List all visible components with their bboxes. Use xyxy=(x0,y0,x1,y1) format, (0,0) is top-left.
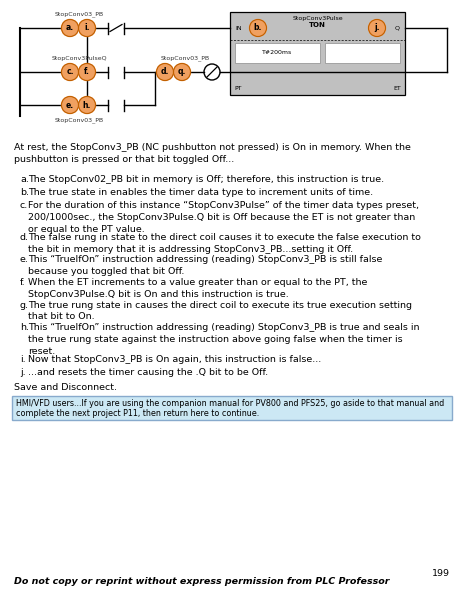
Text: StopConv03_PB: StopConv03_PB xyxy=(54,117,103,122)
Text: At rest, the StopConv3_PB (NC pushbutton not pressed) is On in memory. When the
: At rest, the StopConv3_PB (NC pushbutton… xyxy=(14,143,410,164)
Circle shape xyxy=(62,19,78,37)
Circle shape xyxy=(368,19,385,37)
Bar xyxy=(234,43,319,63)
Text: c.: c. xyxy=(20,201,28,210)
Circle shape xyxy=(249,19,266,37)
Text: StopConv03_PB: StopConv03_PB xyxy=(54,11,103,17)
Text: The true rung state in causes the direct coil to execute its true execution sett: The true rung state in causes the direct… xyxy=(28,301,411,322)
Text: f.: f. xyxy=(84,67,90,76)
Text: j.: j. xyxy=(20,368,25,377)
Text: i.: i. xyxy=(84,23,89,32)
Text: b.: b. xyxy=(253,23,262,32)
Text: StopConv3PulseQ: StopConv3PulseQ xyxy=(51,56,106,61)
Circle shape xyxy=(173,64,190,80)
Circle shape xyxy=(156,64,173,80)
Text: T#200ms: T#200ms xyxy=(262,50,292,55)
Bar xyxy=(230,12,404,95)
Text: Now that StopConv3_PB is On again, this instruction is false...: Now that StopConv3_PB is On again, this … xyxy=(28,355,320,364)
Circle shape xyxy=(62,97,78,113)
Text: ET: ET xyxy=(393,86,400,91)
Text: e.: e. xyxy=(66,100,74,109)
Text: f.: f. xyxy=(20,278,25,287)
Text: PT: PT xyxy=(233,86,241,91)
Text: j.: j. xyxy=(374,23,379,32)
Text: c.: c. xyxy=(66,67,74,76)
Circle shape xyxy=(78,97,95,113)
Text: a.: a. xyxy=(66,23,74,32)
Bar xyxy=(12,396,451,420)
Text: StopConv3Pulse: StopConv3Pulse xyxy=(292,16,342,21)
Circle shape xyxy=(78,19,95,37)
Text: ...and resets the timer causing the .Q bit to be Off.: ...and resets the timer causing the .Q b… xyxy=(28,368,268,377)
Bar xyxy=(324,43,399,63)
Text: The true state in enables the timer data type to increment units of time.: The true state in enables the timer data… xyxy=(28,188,372,197)
Text: Do not copy or reprint without express permission from PLC Professor: Do not copy or reprint without express p… xyxy=(14,577,388,586)
Text: 199: 199 xyxy=(431,569,449,578)
Text: TON: TON xyxy=(308,22,325,28)
Text: b.: b. xyxy=(20,188,29,197)
Text: e.: e. xyxy=(20,256,29,265)
Text: i.: i. xyxy=(20,355,25,364)
Text: Save and Disconnect.: Save and Disconnect. xyxy=(14,383,117,392)
Circle shape xyxy=(78,64,95,80)
Text: IN: IN xyxy=(234,25,241,31)
Text: h.: h. xyxy=(82,100,91,109)
Text: d.: d. xyxy=(161,67,169,76)
Text: h.: h. xyxy=(20,323,29,332)
Text: The false rung in state to the direct coil causes it to execute the false execut: The false rung in state to the direct co… xyxy=(28,233,420,254)
Circle shape xyxy=(62,64,78,80)
Text: HMI/VFD users...If you are using the companion manual for PV800 and PFS25, go as: HMI/VFD users...If you are using the com… xyxy=(16,399,443,408)
Text: This “TrueIfOn” instruction addressing (reading) StopConv3_PB is still false
bec: This “TrueIfOn” instruction addressing (… xyxy=(28,256,382,276)
Text: g.: g. xyxy=(20,301,29,310)
Text: StopConv03_PB: StopConv03_PB xyxy=(160,55,209,61)
Text: q.: q. xyxy=(177,67,186,76)
Text: The StopConv02_PB bit in memory is Off; therefore, this instruction is true.: The StopConv02_PB bit in memory is Off; … xyxy=(28,175,383,184)
Text: complete the next project P11, then return here to continue.: complete the next project P11, then retu… xyxy=(16,409,259,418)
Text: Q: Q xyxy=(394,25,399,31)
Text: d.: d. xyxy=(20,233,29,242)
Text: This “TrueIfOn” instruction addressing (reading) StopConv3_PB is true and seals : This “TrueIfOn” instruction addressing (… xyxy=(28,323,419,356)
Text: a.: a. xyxy=(20,175,29,184)
Text: When the ET increments to a value greater than or equal to the PT, the
StopConv3: When the ET increments to a value greate… xyxy=(28,278,367,299)
Text: For the duration of this instance “StopConv3Pulse” of the timer data types prese: For the duration of this instance “StopC… xyxy=(28,201,418,233)
